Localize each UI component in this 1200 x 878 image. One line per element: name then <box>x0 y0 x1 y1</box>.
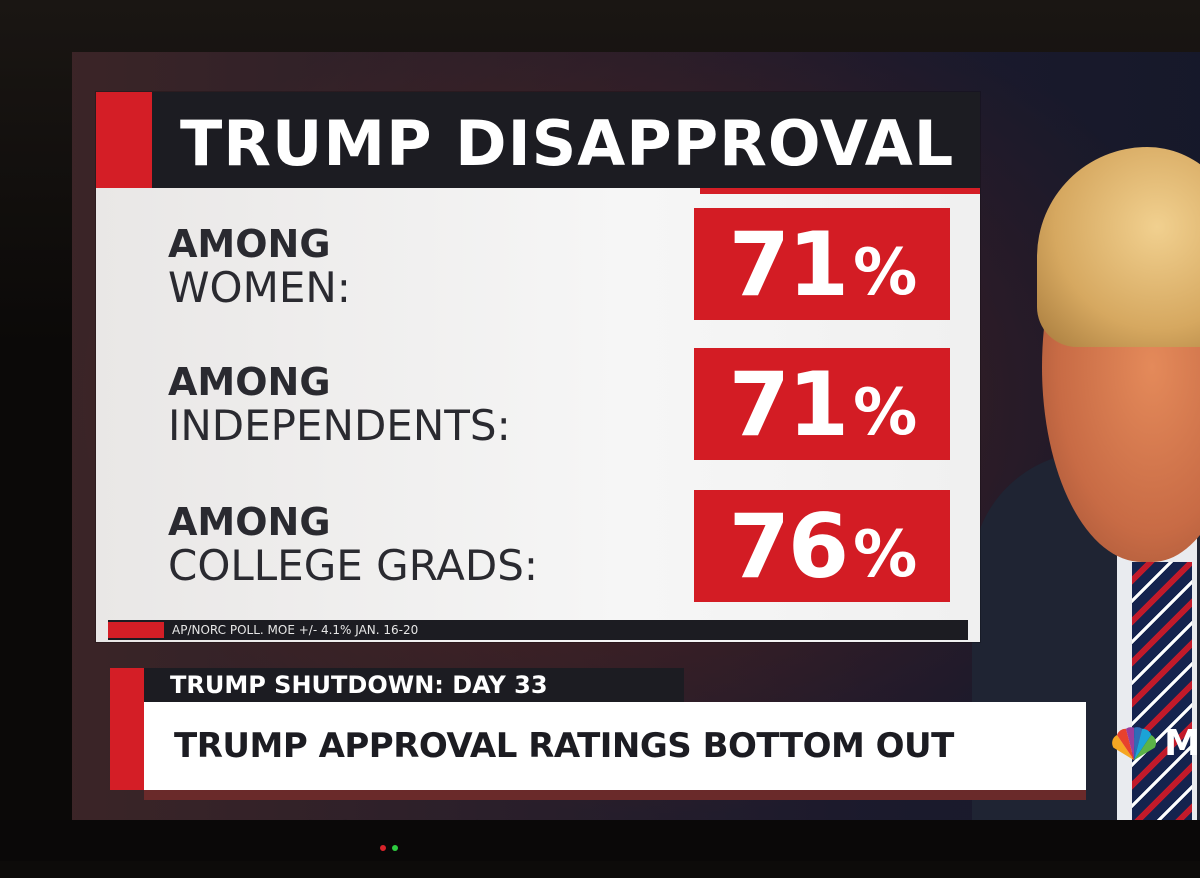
row-label-independents: AMONG INDEPENDENTS: <box>168 360 511 448</box>
row-label-line2: WOMEN: <box>168 263 351 312</box>
row-label-women: AMONG WOMEN: <box>168 222 351 310</box>
row-label-line1: AMONG <box>168 222 331 266</box>
network-bug: M <box>1108 720 1200 768</box>
peacock-icon <box>1112 727 1157 761</box>
source-red-tab <box>108 622 164 638</box>
pct-value: 71 <box>728 212 849 316</box>
network-letter: M <box>1164 723 1200 764</box>
row-label-line2: INDEPENDENTS: <box>168 401 511 450</box>
pct-sign: % <box>853 376 917 450</box>
tie <box>1132 562 1192 820</box>
row-label-college-grads: AMONG COLLEGE GRADS: <box>168 500 538 588</box>
row-label-line1: AMONG <box>168 360 331 404</box>
panel-title-bar <box>96 92 980 188</box>
tv-bezel-bottom <box>0 820 1200 861</box>
row-label-line1: AMONG <box>168 500 331 544</box>
graphic-title: TRUMP DISAPPROVAL <box>180 107 955 180</box>
pct-sign: % <box>853 518 917 592</box>
source-bar <box>108 620 968 640</box>
pct-box-college-grads: 76% <box>694 490 950 602</box>
hair <box>1037 147 1200 347</box>
pct-box-women: 71% <box>694 208 950 320</box>
pct-value: 71 <box>728 352 849 456</box>
pct-sign: % <box>853 236 917 310</box>
row-label-line2: COLLEGE GRADS: <box>168 541 539 590</box>
pct-value: 76 <box>728 494 849 598</box>
lower-third-underline <box>144 790 1086 800</box>
poll-source: AP/NORC POLL. MOE +/- 4.1% JAN. 16-20 <box>172 623 419 637</box>
pct-box-independents: 71% <box>694 348 950 460</box>
lower-third-headline: TRUMP APPROVAL RATINGS BOTTOM OUT DURING… <box>144 702 1086 854</box>
panel-accent-line <box>700 188 980 194</box>
panel-red-tab <box>96 92 152 188</box>
red-led <box>380 845 386 851</box>
green-led <box>392 845 398 851</box>
lower-third-red-tab <box>110 668 144 790</box>
lower-third-header: TRUMP SHUTDOWN: DAY 33 <box>144 668 684 702</box>
